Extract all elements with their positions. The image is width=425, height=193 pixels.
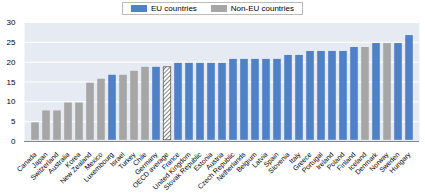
svg-text:New Zealand: New Zealand [58, 150, 93, 185]
svg-text:30: 30 [7, 18, 16, 27]
svg-text:Australia: Australia [46, 150, 71, 175]
svg-text:15: 15 [7, 78, 16, 87]
svg-text:Belgium: Belgium [235, 150, 258, 174]
svg-text:Greece: Greece [291, 150, 313, 172]
svg-text:Denmark: Denmark [353, 150, 379, 176]
svg-text:Norway: Norway [368, 150, 390, 173]
svg-text:OECD average: OECD average [131, 150, 170, 190]
html-text:EU countries: EU countries [151, 3, 197, 13]
svg-text:Spain: Spain [262, 150, 280, 169]
svg-text:Turkey: Turkey [116, 150, 137, 171]
svg-text:Israel: Israel [108, 150, 126, 168]
svg-text:Slovenia: Slovenia [267, 151, 291, 175]
svg-text:Germany: Germany [133, 150, 159, 176]
svg-text:Chile: Chile [131, 150, 148, 167]
svg-text:Portugal: Portugal [300, 150, 324, 175]
svg-text:0: 0 [11, 137, 16, 146]
svg-text:Mexico: Mexico [83, 150, 104, 172]
svg-text:Italy: Italy [287, 150, 302, 165]
svg-text:Switzerland: Switzerland [29, 150, 60, 182]
svg-text:Ireland: Ireland [314, 150, 335, 171]
svg-text:Estonia: Estonia [192, 150, 214, 173]
svg-text:Finland: Finland [335, 150, 357, 172]
svg-text:Austria: Austria [204, 150, 225, 171]
svg-text:Iceland: Iceland [346, 150, 368, 172]
svg-text:Poland: Poland [325, 150, 346, 171]
html-text:Non-EU countries: Non-EU countries [230, 3, 294, 13]
svg-text:Japan: Japan [30, 150, 49, 170]
svg-text:25: 25 [7, 38, 16, 47]
svg-text:France: France [160, 150, 181, 171]
svg-text:Canada: Canada [15, 150, 38, 173]
svg-text:Netherlands: Netherlands [215, 150, 247, 183]
svg-text:Latvia: Latvia [250, 150, 269, 169]
svg-text:20: 20 [7, 58, 16, 67]
svg-text:Hungary: Hungary [388, 150, 413, 175]
svg-text:5: 5 [11, 117, 16, 126]
svg-text:10: 10 [7, 97, 16, 106]
svg-text:Sweden: Sweden [378, 150, 401, 174]
svg-text:Korea: Korea [63, 150, 82, 169]
svg-text:Luxembourg: Luxembourg [82, 151, 115, 184]
svg-text:Czech Republic: Czech Republic [196, 150, 236, 191]
